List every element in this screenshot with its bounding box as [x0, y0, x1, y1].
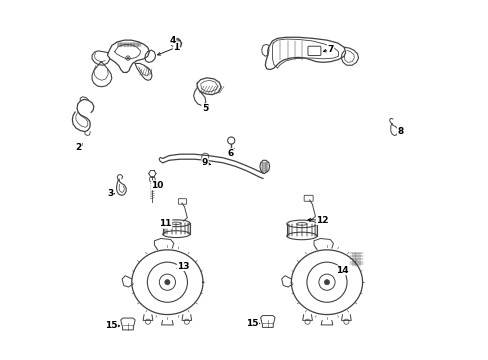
Text: 10: 10 [151, 181, 163, 190]
Circle shape [324, 280, 329, 285]
Text: 8: 8 [397, 127, 403, 136]
Text: 15: 15 [104, 321, 117, 330]
Circle shape [127, 57, 128, 59]
Text: 4: 4 [169, 36, 176, 45]
Text: 13: 13 [177, 262, 189, 271]
Text: 2: 2 [76, 143, 82, 152]
Text: 5: 5 [202, 104, 208, 113]
Text: 7: 7 [326, 45, 333, 54]
Text: 3: 3 [107, 189, 113, 198]
Text: 1: 1 [173, 43, 179, 52]
Text: 12: 12 [316, 216, 328, 225]
Circle shape [164, 280, 170, 285]
Text: 11: 11 [159, 219, 171, 228]
Text: 15: 15 [245, 319, 258, 328]
Text: 9: 9 [202, 158, 208, 167]
Text: 14: 14 [335, 266, 347, 275]
Text: 6: 6 [227, 149, 234, 158]
